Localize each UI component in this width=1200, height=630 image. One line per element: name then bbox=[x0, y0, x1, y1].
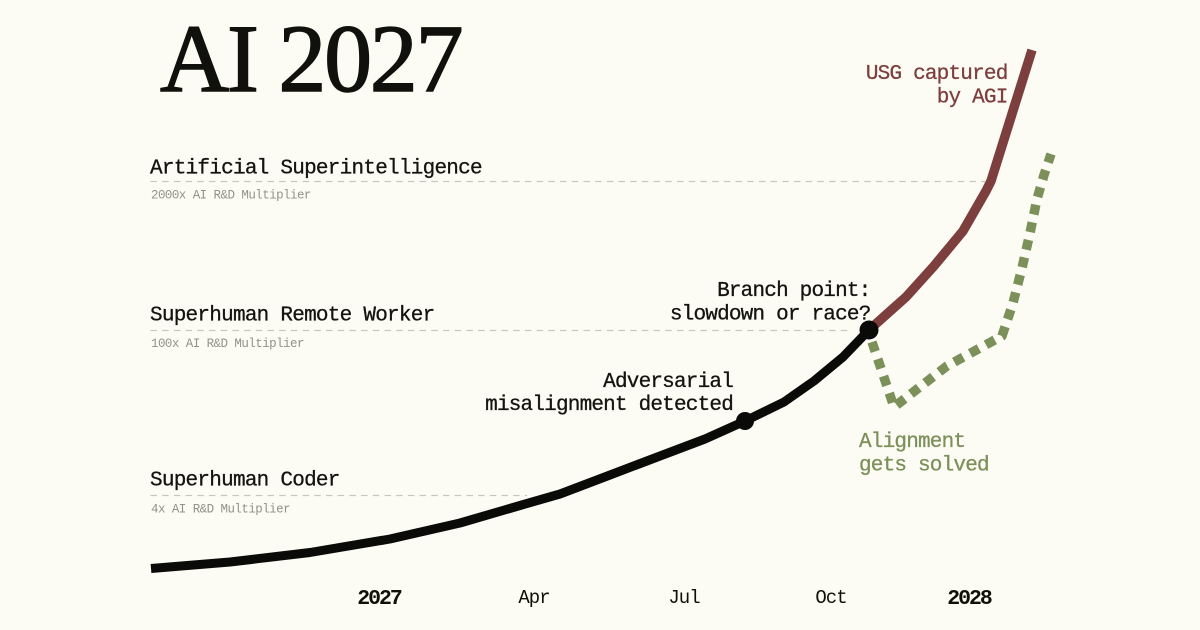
svg-text:Branch point:: Branch point: bbox=[717, 280, 870, 303]
svg-text:gets solved: gets solved bbox=[859, 455, 989, 478]
svg-text:Oct: Oct bbox=[815, 587, 846, 609]
svg-text:100x AI R&D Multiplier: 100x AI R&D Multiplier bbox=[151, 337, 304, 351]
svg-text:AI 2027: AI 2027 bbox=[160, 5, 461, 112]
svg-text:2027: 2027 bbox=[357, 587, 402, 611]
svg-text:2000x AI R&D Multiplier: 2000x AI R&D Multiplier bbox=[151, 189, 311, 203]
svg-text:4x AI R&D Multiplier: 4x AI R&D Multiplier bbox=[151, 502, 290, 516]
svg-text:Superhuman Remote Worker: Superhuman Remote Worker bbox=[150, 305, 434, 328]
svg-text:slowdown or race?: slowdown or race? bbox=[670, 304, 871, 327]
svg-text:Adversarial: Adversarial bbox=[603, 371, 733, 394]
svg-text:Alignment: Alignment bbox=[859, 431, 965, 454]
svg-text:USG captured: USG captured bbox=[866, 63, 1008, 86]
svg-text:Apr: Apr bbox=[518, 587, 549, 609]
svg-text:Jul: Jul bbox=[668, 587, 700, 609]
svg-text:Artificial Superintelligence: Artificial Superintelligence bbox=[150, 157, 482, 180]
svg-text:Superhuman Coder: Superhuman Coder bbox=[150, 469, 340, 492]
svg-text:misalignment detected: misalignment detected bbox=[485, 394, 733, 417]
svg-text:by AGI: by AGI bbox=[937, 87, 1008, 110]
svg-text:2028: 2028 bbox=[947, 587, 992, 611]
